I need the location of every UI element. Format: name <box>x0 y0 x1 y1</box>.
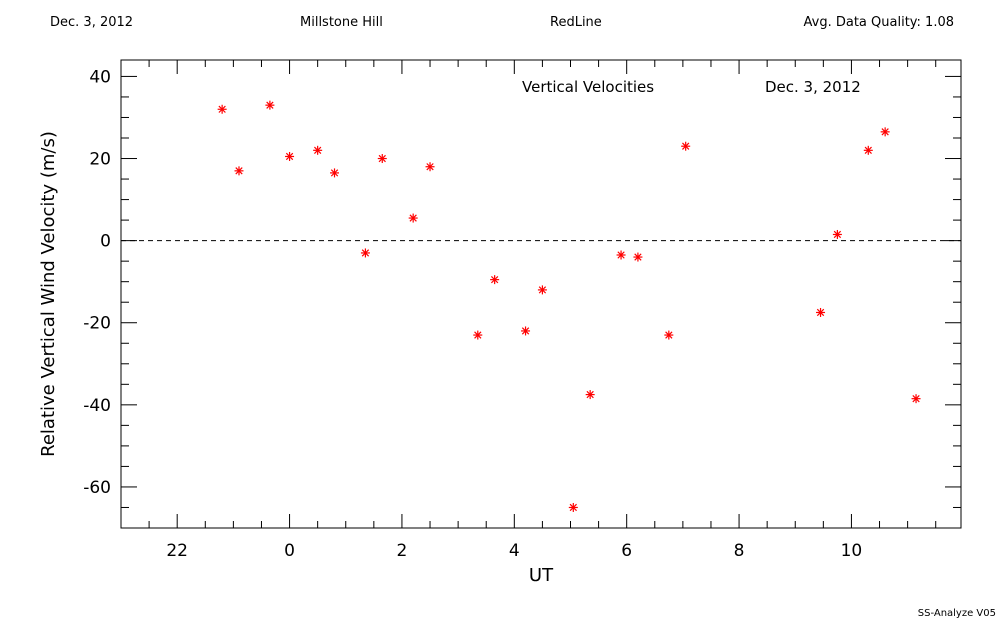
data-point <box>616 250 626 260</box>
data-point-stroke <box>361 249 370 257</box>
data-point <box>832 229 842 239</box>
data-point <box>425 162 435 172</box>
data-point <box>217 104 227 114</box>
software-version: SS-Analyze V05 <box>917 608 996 619</box>
data-point-stroke <box>378 154 386 163</box>
data-point <box>681 141 691 151</box>
data-point-stroke <box>521 327 530 335</box>
data-markers <box>217 100 921 512</box>
data-point <box>377 154 387 164</box>
x-tick-label: 22 <box>166 541 188 561</box>
data-point <box>285 151 295 161</box>
data-point <box>911 394 921 404</box>
data-point-stroke <box>912 395 920 403</box>
data-point <box>265 100 275 110</box>
x-axis-title: UT <box>529 565 554 586</box>
data-point <box>633 252 643 262</box>
y-tick-label: -20 <box>83 314 111 334</box>
data-point <box>537 285 547 295</box>
data-point-stroke <box>682 142 690 150</box>
y-tick-label: 40 <box>89 67 111 87</box>
annotation-date: Dec. 3, 2012 <box>765 78 861 96</box>
x-tick-label: 8 <box>734 541 745 561</box>
data-point <box>490 275 500 285</box>
data-point <box>816 307 826 317</box>
annotation-title: Vertical Velocities <box>522 78 654 96</box>
header-site: Millstone Hill <box>300 15 383 30</box>
data-point-stroke <box>833 230 842 239</box>
data-point-stroke <box>665 331 673 339</box>
data-point-stroke <box>409 214 417 222</box>
y-tick-label: 0 <box>100 232 111 252</box>
data-point-stroke <box>426 163 434 171</box>
y-tick-label: 20 <box>89 150 111 170</box>
data-point <box>585 390 595 400</box>
data-point-stroke <box>313 146 322 154</box>
data-point-stroke <box>285 152 294 161</box>
y-axis-title: Relative Vertical Wind Velocity (m/s) <box>38 131 59 457</box>
data-point <box>234 166 244 176</box>
header-emission: RedLine <box>550 15 602 30</box>
data-point-stroke <box>474 331 482 339</box>
data-point-stroke <box>864 146 872 154</box>
data-point <box>360 248 370 258</box>
axis-ticks <box>120 60 961 529</box>
data-point <box>521 326 531 336</box>
data-point-stroke <box>266 101 274 109</box>
y-tick-label: -40 <box>83 396 111 416</box>
y-tick-label: -60 <box>83 478 111 498</box>
data-point-stroke <box>538 286 547 294</box>
data-point <box>863 145 873 155</box>
data-point-stroke <box>330 169 339 177</box>
x-tick-label: 2 <box>397 541 408 561</box>
data-point-stroke <box>634 253 642 261</box>
data-point-stroke <box>218 105 226 113</box>
data-point <box>408 213 418 223</box>
plot-frame <box>120 59 962 529</box>
data-point <box>330 168 340 178</box>
data-point <box>313 145 323 155</box>
data-point-stroke <box>586 390 594 399</box>
header-quality: Avg. Data Quality: 1.08 <box>803 15 954 30</box>
data-point <box>473 330 483 340</box>
data-point-stroke <box>569 503 577 512</box>
x-tick-label: 10 <box>841 541 863 561</box>
data-point <box>880 127 890 137</box>
x-tick-label: 4 <box>509 541 520 561</box>
x-tick-label: 0 <box>284 541 295 561</box>
x-tick-label: 6 <box>621 541 632 561</box>
data-point-stroke <box>235 167 243 175</box>
data-point-stroke <box>816 308 825 317</box>
header-date: Dec. 3, 2012 <box>50 15 134 30</box>
data-point-stroke <box>617 251 625 259</box>
data-point <box>568 502 578 512</box>
tick-labels: 22 0 2 4 6 8 10 40 20 0 -20 -40 -60 <box>83 67 862 561</box>
data-point-stroke <box>881 128 889 136</box>
data-point-stroke <box>490 275 499 284</box>
data-point <box>664 330 674 340</box>
